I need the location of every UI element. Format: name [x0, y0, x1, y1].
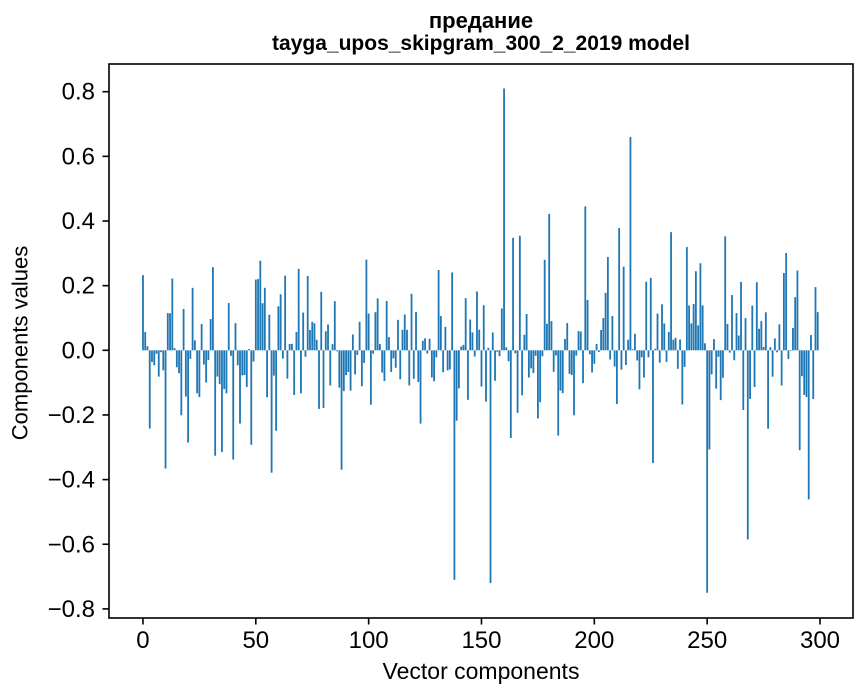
svg-text:0.6: 0.6: [62, 143, 95, 170]
svg-text:50: 50: [242, 627, 269, 654]
svg-text:0.2: 0.2: [62, 273, 95, 300]
svg-text:−0.2: −0.2: [48, 402, 95, 429]
svg-text:200: 200: [574, 627, 614, 654]
svg-text:−0.6: −0.6: [48, 531, 95, 558]
svg-text:250: 250: [687, 627, 727, 654]
svg-text:0.4: 0.4: [62, 208, 95, 235]
svg-text:300: 300: [800, 627, 840, 654]
svg-text:0.0: 0.0: [62, 337, 95, 364]
svg-text:0: 0: [136, 627, 149, 654]
svg-text:−0.4: −0.4: [48, 467, 95, 494]
svg-text:0.8: 0.8: [62, 79, 95, 106]
svg-text:100: 100: [349, 627, 389, 654]
svg-text:150: 150: [461, 627, 501, 654]
svg-text:−0.8: −0.8: [48, 596, 95, 623]
